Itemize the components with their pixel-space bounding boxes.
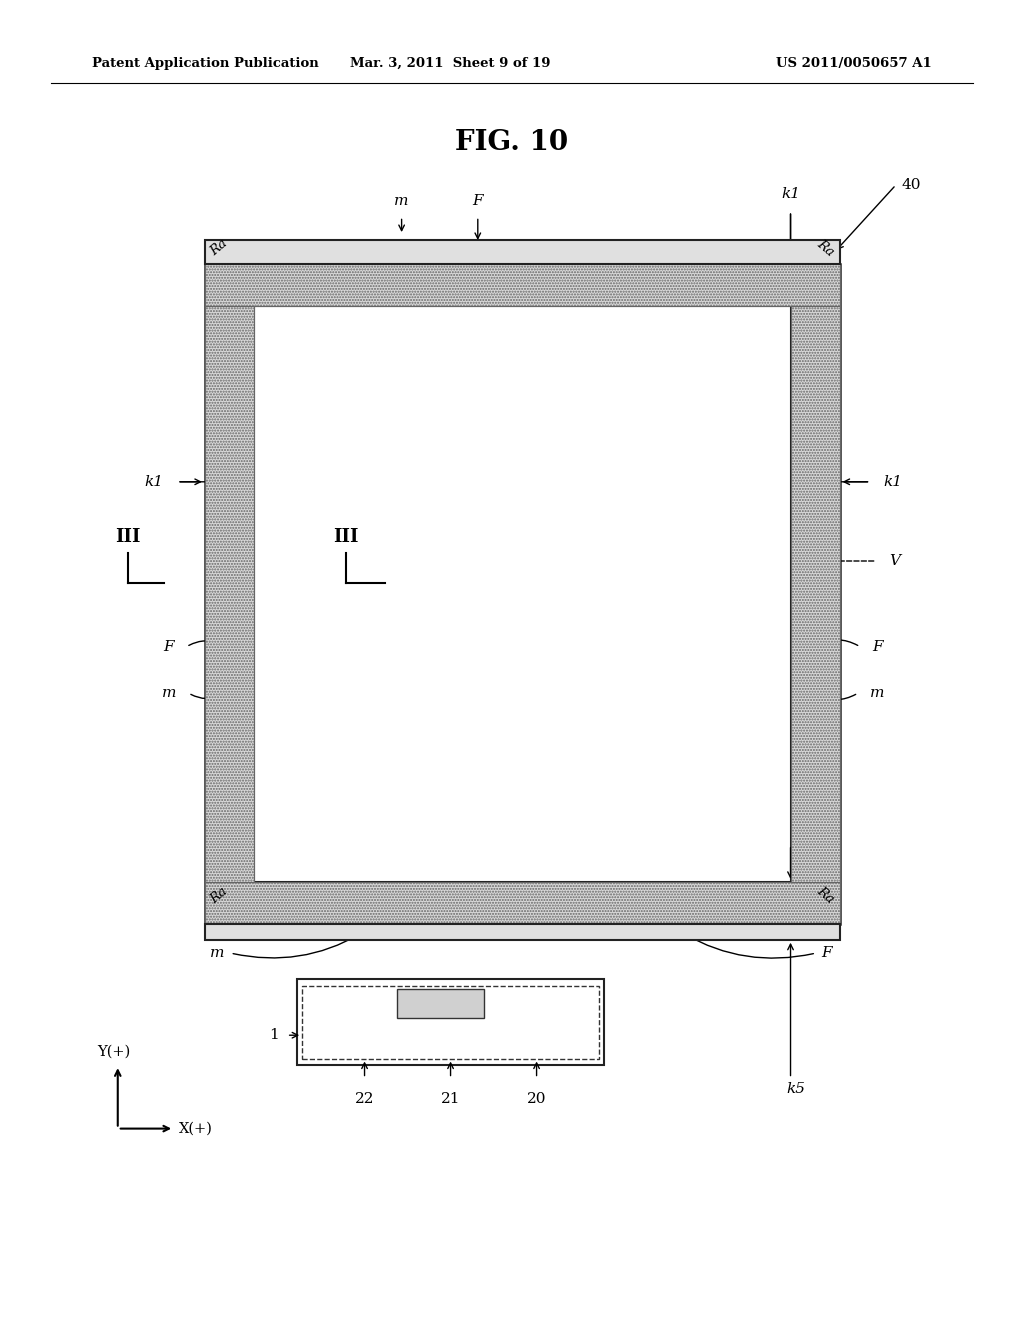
- Text: 40: 40: [901, 178, 921, 191]
- Bar: [205, 306, 254, 882]
- Text: m: m: [210, 946, 224, 960]
- Bar: [205, 882, 840, 924]
- Text: Ra: Ra: [814, 884, 837, 906]
- Text: V: V: [889, 554, 900, 568]
- Bar: [791, 306, 840, 882]
- Bar: [254, 306, 791, 882]
- Text: k1: k1: [144, 475, 164, 488]
- Text: k1: k1: [884, 475, 903, 488]
- Text: Patent Application Publication: Patent Application Publication: [92, 57, 318, 70]
- Text: 21: 21: [440, 1092, 461, 1106]
- Text: 1: 1: [268, 1028, 279, 1043]
- Text: FIG. 10: FIG. 10: [456, 129, 568, 156]
- Text: F: F: [821, 946, 831, 960]
- Text: US 2011/0050657 A1: US 2011/0050657 A1: [776, 57, 932, 70]
- Text: k5: k5: [786, 1082, 805, 1096]
- Text: III: III: [116, 528, 140, 546]
- Text: m: m: [394, 194, 409, 207]
- Text: 20: 20: [526, 1092, 547, 1106]
- Bar: [205, 264, 840, 924]
- Text: 22: 22: [354, 1092, 375, 1106]
- Bar: [205, 924, 840, 940]
- Text: F: F: [872, 640, 883, 653]
- Text: X(+): X(+): [179, 1122, 213, 1135]
- Text: F: F: [164, 640, 174, 653]
- Text: Ra: Ra: [814, 238, 837, 259]
- Text: m: m: [870, 686, 885, 700]
- Text: F: F: [472, 194, 483, 207]
- Text: Mar. 3, 2011  Sheet 9 of 19: Mar. 3, 2011 Sheet 9 of 19: [350, 57, 551, 70]
- Bar: [205, 264, 840, 306]
- Bar: [397, 989, 484, 1018]
- Text: III: III: [334, 528, 358, 546]
- Text: Ra: Ra: [208, 884, 230, 906]
- Bar: [302, 986, 599, 1059]
- Bar: [297, 979, 604, 1065]
- Text: Y(+): Y(+): [97, 1044, 130, 1059]
- Text: Ra: Ra: [208, 238, 230, 259]
- Text: m: m: [162, 686, 176, 700]
- Bar: [205, 240, 840, 264]
- Text: k1: k1: [781, 187, 800, 201]
